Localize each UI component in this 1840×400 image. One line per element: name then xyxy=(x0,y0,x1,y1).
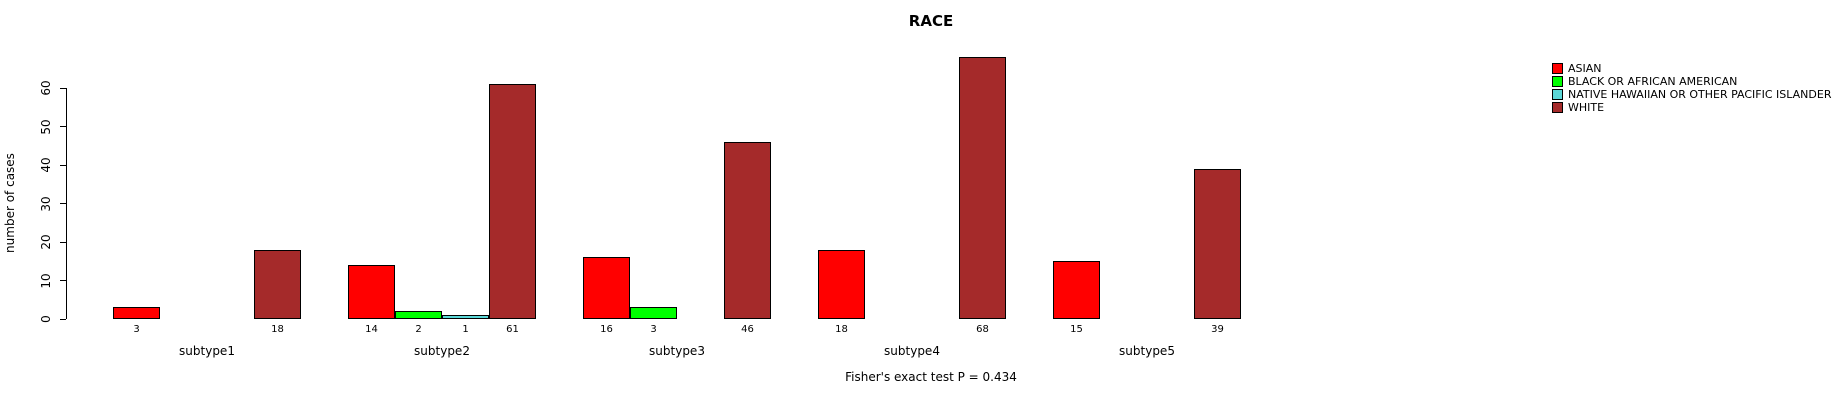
bar-value-label: 46 xyxy=(741,324,754,335)
group-label: subtype3 xyxy=(649,344,705,358)
fisher-test-annotation: Fisher's exact test P = 0.434 xyxy=(845,370,1017,384)
y-axis-line xyxy=(66,88,67,319)
legend-label: NATIVE HAWAIIAN OR OTHER PACIFIC ISLANDE… xyxy=(1568,88,1832,101)
bar-value-label: 68 xyxy=(976,324,989,335)
bar-black-or-african-american xyxy=(395,311,442,319)
y-tick-label: 60 xyxy=(39,80,53,96)
bar-native-hawaiian-or-other-pacific-islander xyxy=(442,315,489,319)
bar-value-label: 15 xyxy=(1070,324,1083,335)
y-tick-mark xyxy=(60,318,66,320)
bar-value-label: 39 xyxy=(1211,324,1224,335)
y-tick-label: 30 xyxy=(39,195,53,212)
bar-value-label: 2 xyxy=(415,324,422,335)
legend-swatch-icon xyxy=(1552,89,1563,100)
bar-value-label: 61 xyxy=(506,324,519,335)
chart-title: RACE xyxy=(908,12,954,30)
legend-label: ASIAN xyxy=(1568,62,1602,75)
y-tick-label: 10 xyxy=(39,272,53,289)
y-tick-mark xyxy=(60,126,66,127)
y-tick-label: 20 xyxy=(39,234,53,250)
legend-label: WHITE xyxy=(1568,101,1605,114)
y-tick-label: 40 xyxy=(39,157,53,173)
bar-value-label: 14 xyxy=(365,324,378,335)
y-tick-mark xyxy=(60,87,66,89)
bar-asian xyxy=(113,307,160,319)
y-tick-mark xyxy=(60,203,66,204)
legend: ASIAN BLACK OR AFRICAN AMERICAN NATIVE HAW… xyxy=(1552,62,1831,114)
bar-white xyxy=(1194,168,1241,319)
y-tick-mark xyxy=(60,164,66,166)
legend-swatch-icon xyxy=(1552,102,1563,113)
y-tick-mark xyxy=(60,280,66,281)
bar-asian xyxy=(583,257,630,319)
legend-item: ASIAN xyxy=(1552,62,1831,75)
legend-swatch-icon xyxy=(1552,63,1563,74)
legend-item: BLACK OR AFRICAN AMERICAN xyxy=(1552,75,1831,88)
bar-value-label: 16 xyxy=(600,324,613,335)
legend-label: BLACK OR AFRICAN AMERICAN xyxy=(1568,75,1738,88)
y-tick-label: 50 xyxy=(39,118,53,135)
bar-white xyxy=(254,249,301,319)
bar-white xyxy=(489,84,536,319)
bar-value-label: 18 xyxy=(271,324,284,335)
y-tick-label: 0 xyxy=(39,315,53,323)
bar-value-label: 3 xyxy=(650,324,657,335)
bar-value-label: 1 xyxy=(462,324,469,335)
bar-asian xyxy=(1053,261,1100,319)
legend-swatch-icon xyxy=(1552,76,1563,87)
group-label: subtype4 xyxy=(884,344,940,358)
bar-asian xyxy=(348,265,395,319)
bar-black-or-african-american xyxy=(630,307,677,319)
group-label: subtype2 xyxy=(414,344,470,358)
legend-item: WHITE xyxy=(1552,101,1831,114)
legend-item: NATIVE HAWAIIAN OR OTHER PACIFIC ISLANDE… xyxy=(1552,88,1831,101)
bar-white xyxy=(959,57,1006,319)
bar-asian xyxy=(818,249,865,319)
y-tick-mark xyxy=(60,241,66,243)
bar-value-label: 18 xyxy=(835,324,848,335)
bar-white xyxy=(724,141,771,319)
group-label: subtype1 xyxy=(179,344,235,358)
group-label: subtype5 xyxy=(1119,344,1175,358)
bar-value-label: 3 xyxy=(133,324,140,335)
